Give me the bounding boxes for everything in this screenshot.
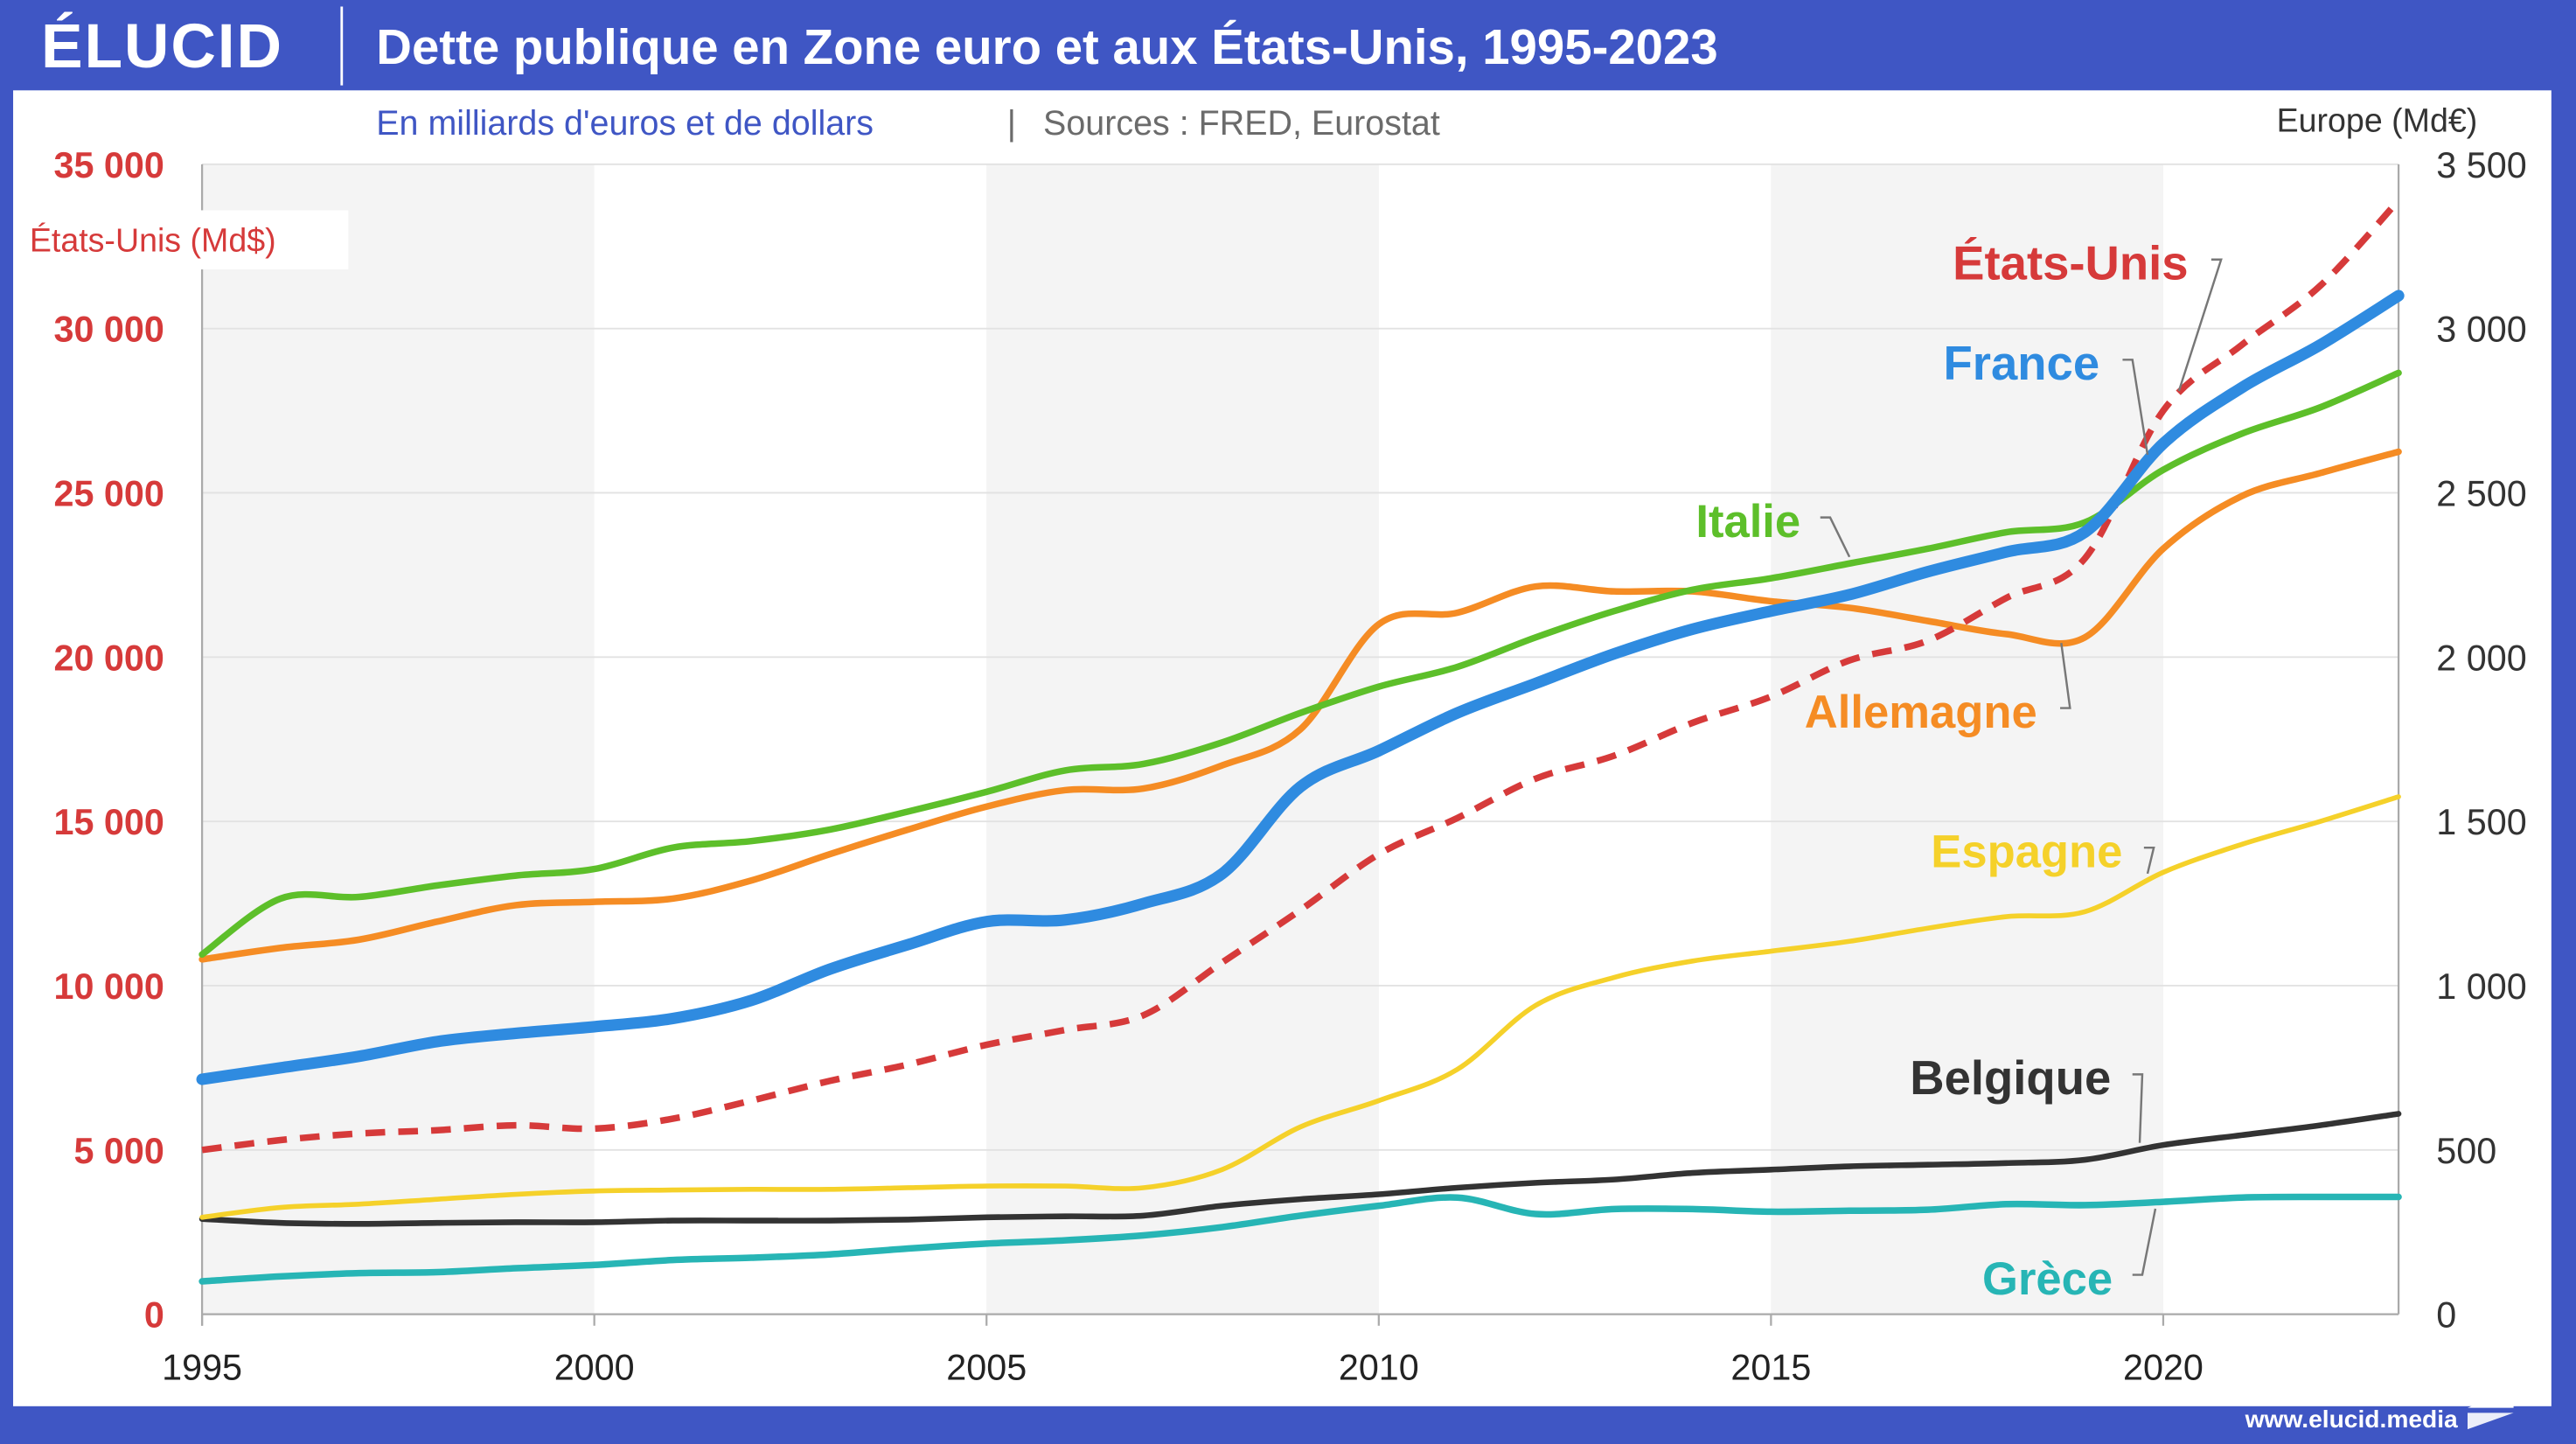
- left-axis-title-bg: [19, 210, 349, 270]
- y-tick-right: 1 000: [2436, 966, 2526, 1007]
- x-tick: 2000: [554, 1348, 635, 1388]
- y-tick-right: 3 000: [2436, 310, 2526, 350]
- chart-subtitle: En milliards d'euros et de dollars: [376, 104, 874, 143]
- series-lines: [196, 198, 2405, 1285]
- series-label-france: France: [1943, 337, 2099, 390]
- x-tick: 2020: [2123, 1348, 2204, 1388]
- series-label-espagne: Espagne: [1931, 827, 2122, 878]
- y-tick-right: 0: [2436, 1295, 2456, 1336]
- series-line-grece[interactable]: [198, 1193, 2402, 1285]
- logo-flag-icon: [2467, 1388, 2514, 1408]
- series-label-italie: Italie: [1695, 496, 1800, 548]
- series-line-italie[interactable]: [198, 369, 2402, 959]
- x-tick: 2005: [946, 1348, 1027, 1388]
- y-tick-right: 1 500: [2436, 802, 2526, 842]
- y-tick-left: 30 000: [54, 310, 164, 350]
- footer-url[interactable]: www.elucid.media: [2245, 1405, 2458, 1433]
- logo[interactable]: ÉLUCID: [41, 11, 283, 81]
- series-line-france[interactable]: [196, 289, 2405, 1085]
- series-label-grece: Grèce: [1982, 1253, 2113, 1305]
- y-tick-left: 25 000: [54, 474, 164, 514]
- leader-line-allemagne: [2060, 642, 2071, 709]
- y-tick-left: 0: [144, 1295, 164, 1336]
- y-tick-left: 35 000: [54, 145, 164, 185]
- series-label-belgique: Belgique: [1910, 1051, 2111, 1105]
- leader-line-grece: [2132, 1208, 2157, 1276]
- series-label-usa: États-Unis: [1953, 236, 2188, 289]
- leader-line-belgique: [2132, 1073, 2144, 1143]
- gridlines: [202, 163, 2399, 1151]
- left-axis-title: États-Unis (Md$): [30, 221, 276, 258]
- year-band: [986, 164, 1379, 1315]
- x-tick: 2010: [1339, 1348, 1419, 1388]
- leader-line-usa: [2177, 258, 2223, 392]
- series-line-espagne[interactable]: [199, 794, 2401, 1220]
- y-tick-right: 500: [2436, 1131, 2496, 1171]
- y-tick-left: 10 000: [54, 966, 164, 1007]
- series-line-belgique[interactable]: [198, 1111, 2402, 1227]
- right-axis-title: Europe (Md€): [2277, 101, 2478, 138]
- y-tick-right: 3 500: [2436, 145, 2526, 185]
- y-tick-left: 15 000: [54, 802, 164, 842]
- leader-line-espagne: [2143, 846, 2155, 875]
- year-band: [202, 164, 595, 1315]
- year-bands: [202, 164, 2163, 1315]
- x-tick: 2015: [1730, 1348, 1811, 1388]
- y-tick-left: 20 000: [54, 638, 164, 678]
- axes: [200, 164, 2400, 1326]
- year-band: [1771, 164, 2163, 1315]
- series-labels: États-Unis France Italie Allemagne Espagne Be…: [1695, 236, 2223, 1305]
- y-tick-right: 2 000: [2436, 638, 2526, 678]
- series-line-allemagne[interactable]: [198, 448, 2402, 963]
- chart-title: Dette publique en Zone euro et aux États…: [376, 19, 1717, 74]
- y-tick-right: 2 500: [2436, 474, 2526, 514]
- tick-labels: 0 0 5 000 500 10 000 1 000 15 000 1 500 20 000 2 …: [54, 145, 2527, 1388]
- series-label-allemagne: Allemagne: [1805, 687, 2037, 738]
- leader-line-france: [2122, 359, 2149, 456]
- x-tick: 1995: [162, 1348, 242, 1388]
- leader-line-italie: [1820, 516, 1851, 558]
- chart-sources: Sources : FRED, Eurostat: [1043, 104, 1440, 143]
- subtitle-separator: |: [1007, 104, 1016, 143]
- y-tick-left: 5 000: [73, 1131, 164, 1171]
